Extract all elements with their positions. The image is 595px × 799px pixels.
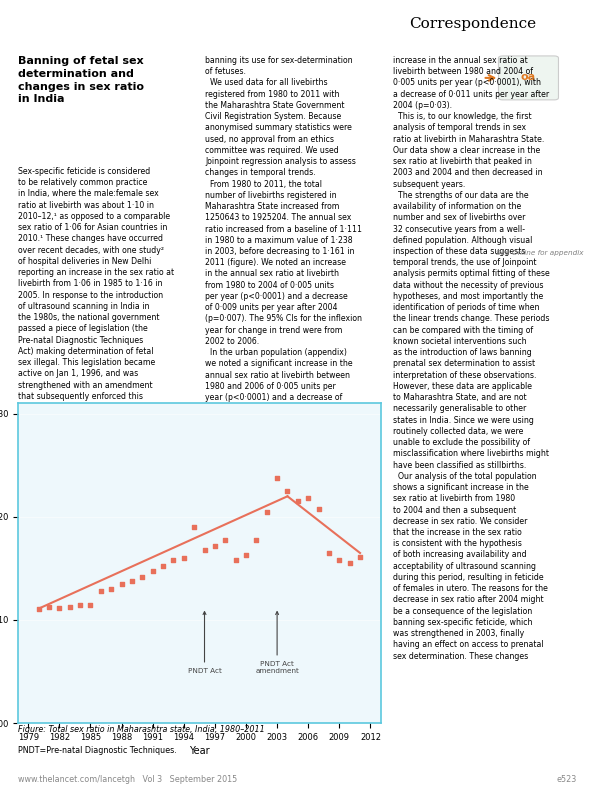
Point: [241, 549, 250, 562]
Point: [107, 582, 116, 595]
Text: Correspondence: Correspondence: [409, 17, 537, 31]
Point: [355, 551, 365, 563]
FancyBboxPatch shape: [499, 56, 559, 100]
Point: [148, 564, 158, 577]
Point: [345, 557, 355, 570]
Point: [86, 598, 95, 611]
Point: [293, 495, 303, 508]
Text: PNDT=Pre-natal Diagnostic Techniques.: PNDT=Pre-natal Diagnostic Techniques.: [18, 745, 177, 755]
Text: e523: e523: [557, 775, 577, 785]
Point: [189, 521, 199, 534]
Point: [127, 574, 137, 587]
Text: Sex-specific feticide is considered
to be relatively common practice
in India, w: Sex-specific feticide is considered to b…: [18, 167, 174, 479]
Text: PNDT Act: PNDT Act: [187, 612, 221, 674]
Text: PNDT Act
amendment: PNDT Act amendment: [255, 612, 299, 674]
Point: [44, 600, 54, 613]
Point: [96, 585, 105, 598]
Point: [117, 578, 126, 590]
Point: [55, 601, 64, 614]
Point: [200, 543, 209, 556]
Point: [334, 554, 344, 566]
Point: [168, 554, 178, 566]
Point: [158, 560, 168, 573]
Point: [314, 503, 323, 515]
Point: [34, 602, 43, 615]
Point: [283, 485, 292, 498]
Text: Banning of fetal sex
determination and
changes in sex ratio
in India: Banning of fetal sex determination and c…: [18, 56, 144, 105]
Point: [324, 547, 334, 559]
Point: [76, 598, 85, 611]
Text: oa: oa: [521, 72, 536, 82]
Point: [303, 492, 313, 505]
Text: banning its use for sex-determination
of fetuses.
  We used data for all livebir: banning its use for sex-determination of…: [205, 56, 362, 435]
Point: [262, 505, 271, 518]
Point: [210, 539, 220, 552]
Text: www.thelancet.com/lancetgh   Vol 3   September 2015: www.thelancet.com/lancetgh Vol 3 Septemb…: [18, 775, 237, 785]
Text: Figure: Total sex ratio in Maharashtra state, India, 1980–2011: Figure: Total sex ratio in Maharashtra s…: [18, 725, 265, 733]
Point: [252, 533, 261, 546]
Text: increase in the annual sex ratio at
livebirth between 1980 and 2004 of
0·005 uni: increase in the annual sex ratio at live…: [393, 56, 549, 661]
Point: [221, 533, 230, 546]
Point: [231, 554, 240, 566]
X-axis label: Year: Year: [189, 746, 209, 756]
Point: [65, 600, 74, 613]
Point: [273, 471, 282, 484]
Point: [137, 570, 147, 583]
Point: [179, 552, 189, 565]
Text: See Online for appendix: See Online for appendix: [496, 250, 583, 256]
